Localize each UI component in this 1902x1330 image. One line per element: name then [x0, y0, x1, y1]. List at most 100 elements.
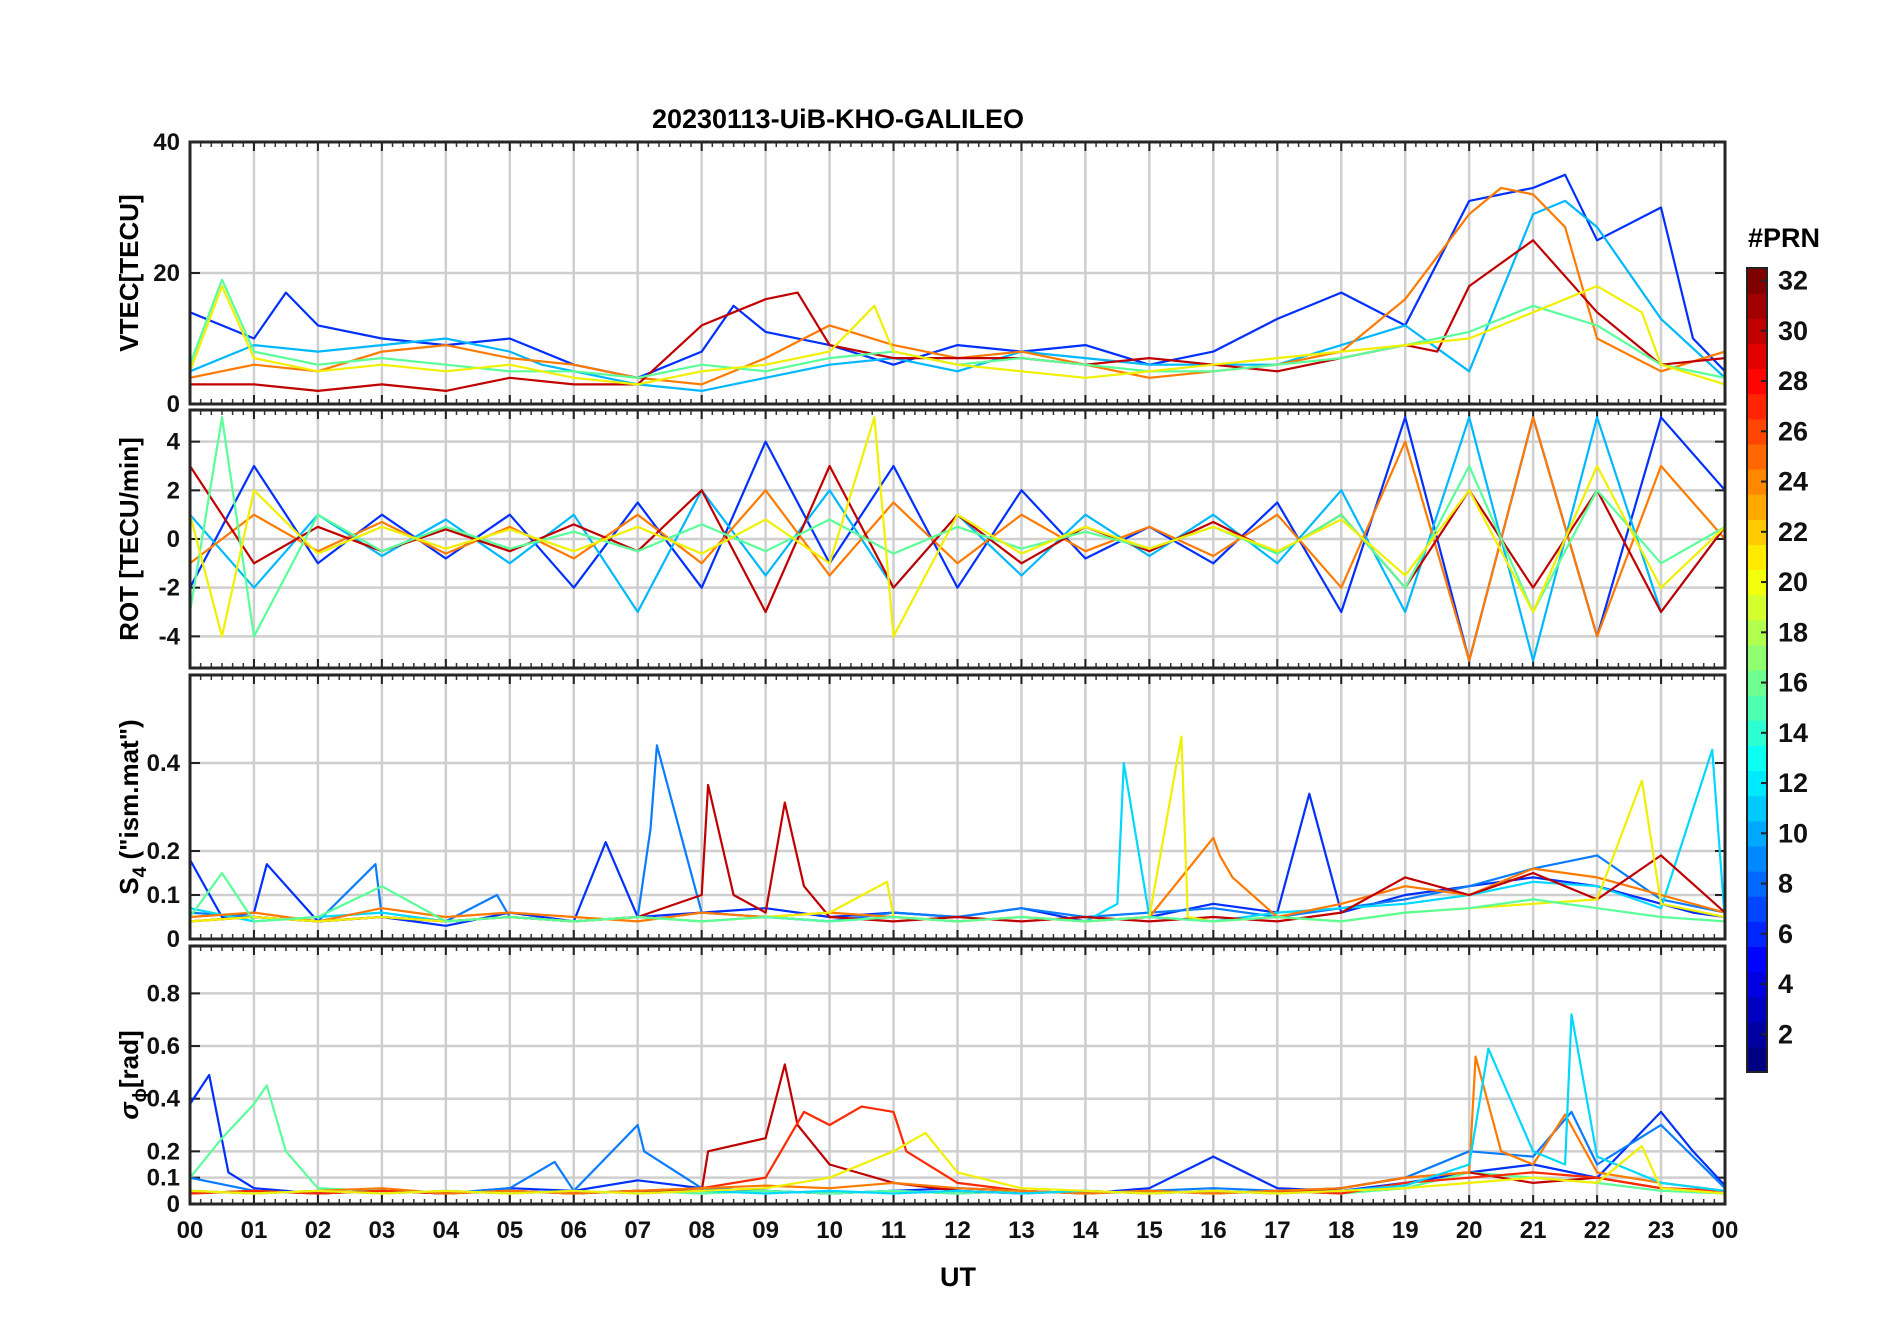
colorbar-segment: [1747, 393, 1767, 420]
colorbar-segment: [1747, 845, 1767, 872]
colorbar-segment: [1747, 644, 1767, 671]
y-tick-label: 0.2: [147, 838, 180, 865]
colorbar-segment: [1747, 368, 1767, 395]
colorbar-segment: [1747, 619, 1767, 646]
x-tick-label: 15: [1136, 1217, 1163, 1244]
x-tick-label: 03: [369, 1217, 396, 1244]
colorbar-label: #PRN: [1748, 223, 1820, 253]
colorbar-tick-label: 30: [1778, 316, 1808, 346]
colorbar-segment: [1747, 268, 1767, 294]
series-prn-15: [190, 871, 1725, 923]
series-prn-24: [190, 416, 1725, 662]
y-axis-label: S4 ("ism.mat"): [114, 719, 151, 894]
colorbar-segment: [1747, 293, 1767, 319]
colorbar-tick-label: 4: [1778, 969, 1793, 999]
axes-frame: [188, 673, 1727, 941]
x-tick-label: 06: [560, 1217, 587, 1244]
x-tick-label: 05: [496, 1217, 523, 1244]
colorbar-segment: [1747, 1021, 1767, 1048]
x-tick-label: 11: [881, 1217, 906, 1244]
x-tick-label: 19: [1392, 1217, 1419, 1244]
x-tick-label: 22: [1584, 1217, 1611, 1244]
colorbar-tick-label: 26: [1778, 416, 1808, 446]
colorbar-segment: [1747, 494, 1767, 520]
y-tick-label: 0: [167, 526, 180, 553]
colorbar-tick-label: 10: [1778, 818, 1808, 848]
y-tick-label: 0.1: [147, 1165, 180, 1192]
x-tick-label: 09: [752, 1217, 779, 1244]
colorbar-segment: [1747, 720, 1767, 746]
panel-1: 0 20 40 VTEC[TECU]: [114, 129, 1727, 418]
x-tick-label: 08: [688, 1217, 715, 1244]
y-tick-label: 40: [153, 129, 180, 156]
axes-frame: [188, 140, 1727, 406]
y-tick-label: 2: [167, 477, 180, 504]
y-tick-label: 0.8: [147, 980, 180, 1007]
chart-title: 20230113-UiB-KHO-GALILEO: [652, 104, 1024, 134]
y-tick-label: 0.4: [147, 1086, 181, 1113]
series-group: [190, 735, 1725, 927]
colorbar-tick-label: 28: [1778, 366, 1808, 396]
series-prn-20: [190, 416, 1725, 638]
series-prn-15: [190, 416, 1725, 638]
x-tick-label: 20: [1456, 1217, 1483, 1244]
series-prn-20: [190, 285, 1725, 386]
y-tick-label: -2: [159, 575, 180, 602]
colorbar-tick-label: 22: [1778, 517, 1808, 547]
colorbar-segment: [1747, 418, 1767, 445]
x-tick-label: 10: [816, 1217, 843, 1244]
colorbar-segment: [1747, 1046, 1767, 1073]
colorbar-segment: [1747, 519, 1767, 545]
colorbar-segment: [1747, 670, 1767, 696]
y-tick-label: 0.4: [147, 750, 181, 777]
colorbar-segment: [1747, 343, 1767, 370]
axes-frame: [188, 944, 1727, 1206]
series-group: [190, 173, 1725, 392]
colorbar-tick-label: 12: [1778, 768, 1808, 798]
colorbar-segment: [1747, 770, 1767, 797]
colorbar-tick-label: 6: [1778, 919, 1793, 949]
x-tick-label: 01: [241, 1217, 268, 1244]
colorbar-segment: [1747, 745, 1767, 772]
x-tick-label: 14: [1072, 1217, 1099, 1244]
y-tick-label: 0.1: [147, 882, 180, 909]
panel-3: 0 0.1 0.2 0.4S4 ("ism.mat"): [114, 673, 1727, 953]
colorbar-segment: [1747, 996, 1767, 1023]
colorbar-segment: [1747, 569, 1767, 596]
x-tick-label: 21: [1520, 1217, 1547, 1244]
colorbar-tick-label: 24: [1778, 467, 1808, 497]
y-tick-label: 0: [167, 926, 180, 953]
colorbar-tick-label: 32: [1778, 266, 1808, 296]
colorbar-tick-label: 2: [1778, 1019, 1793, 1049]
series-group: [190, 1013, 1725, 1195]
y-axis-label: ROT [TECU/min]: [114, 437, 144, 641]
x-axis-label: UT: [940, 1262, 976, 1292]
colorbar-tick-label: 14: [1778, 718, 1808, 748]
colorbar-segment: [1747, 594, 1767, 621]
series-prn-20: [190, 1131, 1725, 1195]
colorbar-tick-label: 8: [1778, 869, 1793, 899]
colorbar-segment: [1747, 469, 1767, 495]
colorbar-tick-label: 20: [1778, 567, 1808, 597]
colorbar-segment: [1747, 820, 1767, 847]
colorbar-segment: [1747, 318, 1767, 344]
colorbar-tick-label: 16: [1778, 668, 1808, 698]
colorbar-segment: [1747, 871, 1767, 897]
colorbar-segment: [1747, 695, 1767, 721]
x-tick-label: 18: [1328, 1217, 1355, 1244]
x-tick-label: 02: [305, 1217, 332, 1244]
x-tick-label: 12: [944, 1217, 971, 1244]
y-tick-label: 0.2: [147, 1138, 180, 1165]
panel-2: -4 -2 0 2 4 ROT [TECU/min]: [114, 408, 1727, 670]
y-tick-label: 20: [153, 260, 180, 287]
y-tick-label: 0.6: [147, 1033, 180, 1060]
x-tick-label: 00: [1712, 1217, 1739, 1244]
y-tick-label: 4: [167, 429, 181, 456]
colorbar-tick-label: 18: [1778, 617, 1808, 647]
x-tick-label: 13: [1008, 1217, 1035, 1244]
series-prn-3: [190, 173, 1725, 379]
x-tick-label: 04: [432, 1217, 459, 1244]
colorbar-segment: [1747, 971, 1767, 998]
